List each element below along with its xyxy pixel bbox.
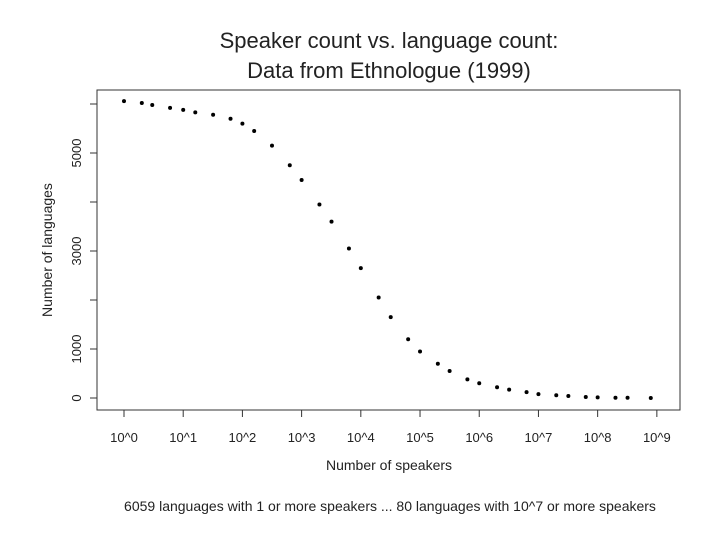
point [211,112,216,117]
point [193,110,198,115]
point [121,99,126,104]
x-tick-label: 10^1 [169,430,197,445]
point [269,143,274,148]
caption: 6059 languages with 1 or more speakers .… [124,498,656,514]
point [536,392,541,397]
y-tick-label: 1000 [69,335,84,364]
point [507,387,512,392]
x-axis-label: Number of speakers [326,457,452,473]
x-tick-label: 10^2 [229,430,257,445]
point [388,315,393,320]
x-tick-label: 10^0 [110,430,138,445]
point [252,128,257,133]
point [358,266,363,271]
point [406,337,411,342]
point [583,395,588,400]
point [495,385,500,390]
x-tick-label: 10^9 [643,430,671,445]
x-tick-label: 10^4 [347,430,375,445]
y-axis-label: Number of languages [39,183,55,317]
point [554,393,559,398]
point [418,349,423,354]
point [240,121,245,126]
point [566,394,571,399]
point [465,377,470,382]
x-tick-label: 10^8 [584,430,612,445]
x-tick-label: 10^3 [288,430,316,445]
point [435,361,440,366]
y-tick-label: 5000 [69,139,84,168]
point [595,395,600,400]
plot-frame [96,89,681,411]
point [299,177,304,182]
x-tick-label: 10^7 [525,430,553,445]
point [287,163,292,168]
point [447,369,452,374]
y-tick-label: 3000 [69,237,84,266]
point [181,107,186,112]
point [477,381,482,386]
point [317,202,322,207]
x-tick-label: 10^6 [465,430,493,445]
point [139,101,144,106]
point [168,105,173,110]
point [625,395,630,400]
point [329,219,334,224]
point [376,295,381,300]
point [648,395,653,400]
y-tick-label: 0 [69,394,84,401]
point [150,102,155,107]
chart-title: Data from Ethnologue (1999) [247,58,531,83]
point [346,246,351,251]
point [228,116,233,121]
point [524,390,529,395]
point [613,395,618,400]
chart-title: Speaker count vs. language count: [220,28,559,53]
x-tick-label: 10^5 [406,430,434,445]
